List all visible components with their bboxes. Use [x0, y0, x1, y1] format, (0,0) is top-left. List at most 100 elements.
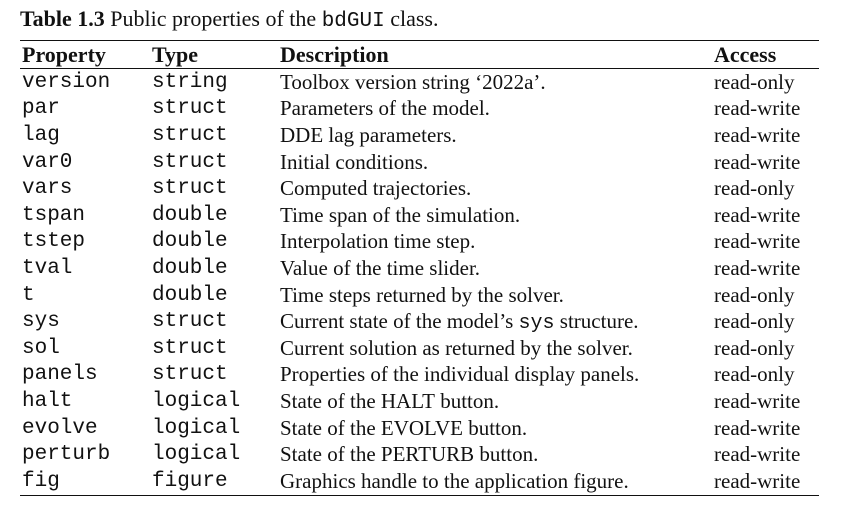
access-cell: read-write: [714, 468, 801, 493]
type-cell: logical: [152, 416, 241, 440]
table-caption: Table 1.3 Public properties of the bdGUI…: [20, 6, 438, 35]
type-cell: string: [152, 70, 228, 94]
description-text: button.: [462, 415, 528, 440]
caption-class-name: bdGUI: [321, 10, 385, 33]
property-cell: panels: [22, 363, 98, 387]
access-cell: read-write: [714, 149, 801, 174]
description-cell: Value of the time slider.: [280, 255, 714, 282]
description-cell: Computed trajectories.: [280, 175, 714, 202]
table-row: perturb logical State of the PERTURB butto…: [20, 441, 819, 468]
table-row: sys struct Current state of the model’s sy…: [20, 308, 819, 335]
description-text: button.: [474, 442, 539, 467]
description-text: State of the: [280, 415, 381, 440]
description-cell: Parameters of the model.: [280, 96, 714, 123]
access-cell: read-only: [714, 309, 795, 334]
type-cell: struct: [152, 97, 228, 121]
description-cell: Graphics handle to the application figur…: [280, 468, 714, 495]
description-cell: Current state of the model’s sys structu…: [280, 308, 714, 335]
header-property: Property: [20, 40, 152, 69]
description-cell: State of the PERTURB button.: [280, 441, 714, 468]
type-cell: struct: [152, 336, 228, 360]
description-text: Properties of the individual display pan…: [280, 362, 640, 387]
access-cell: read-only: [714, 362, 795, 387]
access-cell: read-write: [714, 229, 801, 254]
type-cell: struct: [152, 177, 228, 201]
button-name: PERTURB: [380, 442, 475, 467]
caption-text-after: class.: [390, 6, 439, 31]
type-cell: logical: [152, 389, 241, 413]
table-row: var0 struct Initial conditions. read-write: [20, 149, 819, 176]
table-header-row: Property Type Description Access: [20, 40, 819, 69]
property-cell: lag: [22, 123, 60, 147]
access-cell: read-write: [714, 415, 801, 440]
description-text: Parameters of the model.: [280, 96, 490, 121]
description-text: Graphics handle to the application figur…: [280, 468, 629, 493]
access-cell: read-write: [714, 202, 801, 227]
button-name: HALT: [380, 388, 435, 413]
description-cell: Time span of the simulation.: [280, 202, 714, 229]
description-cell: State of the EVOLVE button.: [280, 415, 714, 442]
description-cell: Interpolation time step.: [280, 229, 714, 256]
type-cell: struct: [152, 310, 228, 334]
access-cell: read-write: [714, 388, 801, 413]
access-cell: read-write: [714, 442, 801, 467]
table-row: tspan double Time span of the simulation. r…: [20, 202, 819, 229]
table-row: evolve logical State of the EVOLVE button.…: [20, 415, 819, 442]
access-cell: read-only: [714, 335, 795, 360]
description-cell: Time steps returned by the solver.: [280, 282, 714, 309]
table-body: version string Toolbox version string ‘202…: [20, 69, 819, 496]
description-cell: Current solution as returned by the solv…: [280, 335, 714, 362]
description-text: Current state of the model’s: [280, 308, 519, 333]
description-text: State of the: [280, 388, 381, 413]
caption-text-before: Public properties of the: [110, 6, 317, 31]
table-row: fig figure Graphics handle to the applicat…: [20, 468, 819, 495]
button-name: EVOLVE: [380, 415, 463, 440]
table-row: t double Time steps returned by the solver…: [20, 282, 819, 309]
type-cell: double: [152, 203, 228, 227]
access-cell: read-write: [714, 122, 801, 147]
access-cell: read-only: [714, 176, 795, 201]
properties-table: Property Type Description Access version…: [20, 40, 819, 496]
description-cell: Toolbox version string ‘2022a’.: [280, 69, 714, 96]
header-access: Access: [714, 40, 819, 69]
table-row: lag struct DDE lag parameters. read-write: [20, 122, 819, 149]
type-cell: double: [152, 283, 228, 307]
property-cell: t: [22, 283, 35, 307]
property-cell: version: [22, 70, 111, 94]
description-text: Value of the time slider.: [280, 255, 481, 280]
access-cell: read-write: [714, 255, 801, 280]
description-text: button.: [434, 388, 500, 413]
caption-label: Table 1.3: [20, 6, 105, 31]
description-cell: Initial conditions.: [280, 149, 714, 176]
description-cell: Properties of the individual display pan…: [280, 362, 714, 389]
table-row: par struct Parameters of the model. read-wr…: [20, 96, 819, 123]
property-cell: var0: [22, 150, 73, 174]
description-cell: State of the HALT button.: [280, 388, 714, 415]
access-cell: read-only: [714, 282, 795, 307]
type-cell: double: [152, 230, 228, 254]
description-text: Computed trajectories.: [280, 176, 472, 201]
type-cell: double: [152, 256, 228, 280]
description-text: Time steps returned by the solver.: [280, 282, 564, 307]
table-row: version string Toolbox version string ‘202…: [20, 69, 819, 96]
description-text: structure.: [554, 308, 639, 333]
access-cell: read-write: [714, 96, 801, 121]
description-cell: DDE lag parameters.: [280, 122, 714, 149]
description-text: State of the: [280, 442, 381, 467]
code-term: sys: [518, 311, 555, 335]
property-cell: par: [22, 97, 60, 121]
property-cell: sys: [22, 310, 60, 334]
table-row: vars struct Computed trajectories. read-onl…: [20, 175, 819, 202]
property-cell: perturb: [22, 443, 111, 467]
table-row: panels struct Properties of the individual…: [20, 362, 819, 389]
description-text: Current solution as returned by the solv…: [280, 335, 633, 360]
description-text: DDE lag parameters.: [280, 122, 457, 147]
table-row: sol struct Current solution as returned by…: [20, 335, 819, 362]
property-cell: evolve: [22, 416, 98, 440]
header-description: Description: [280, 40, 714, 69]
table-row: tval double Value of the time slider. read-…: [20, 255, 819, 282]
property-cell: fig: [22, 469, 60, 493]
description-text: Initial conditions.: [280, 149, 429, 174]
access-cell: read-only: [714, 69, 795, 94]
description-text: Toolbox version string ‘2022a’.: [280, 69, 546, 94]
